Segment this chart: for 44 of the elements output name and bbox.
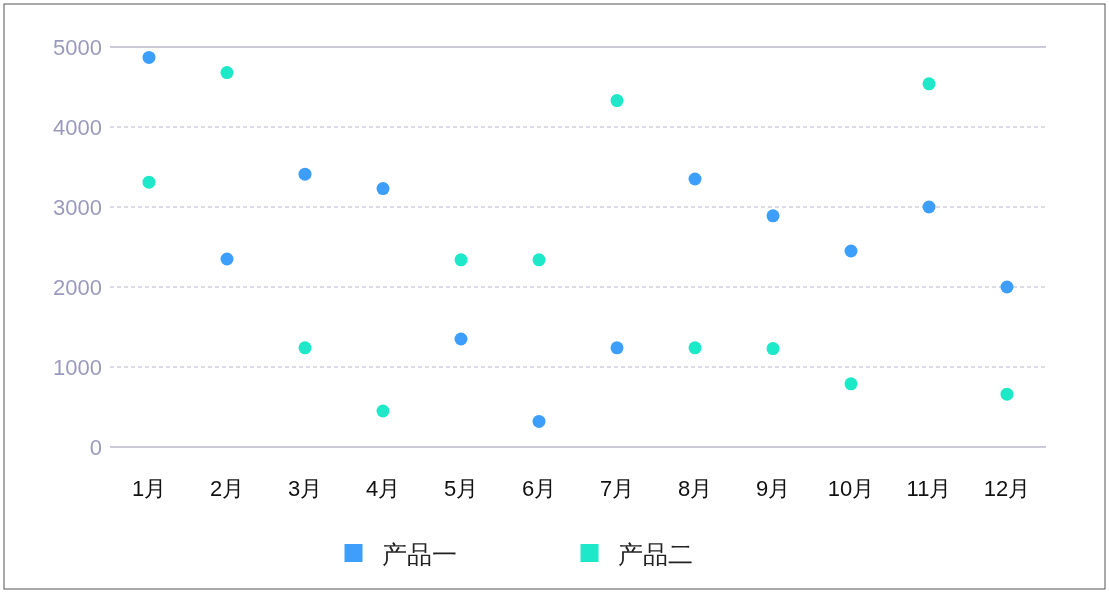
point [220, 252, 234, 266]
y-tick-label: 5000 [53, 34, 102, 60]
point [454, 332, 468, 346]
x-tick-label: 8月 [677, 475, 713, 501]
y-tick-label: 1000 [53, 354, 102, 380]
legend-label: 产品二 [617, 540, 693, 568]
point [1000, 280, 1014, 294]
y-tick-label: 2000 [53, 274, 102, 300]
point [766, 209, 780, 223]
point [610, 341, 624, 355]
y-tick-label: 4000 [53, 114, 102, 140]
x-tick-label: 10月 [827, 475, 875, 501]
x-tick-label: 9月 [755, 475, 791, 501]
point [376, 182, 390, 196]
legend-label: 产品一 [381, 540, 457, 568]
point [1000, 387, 1014, 401]
point [220, 66, 234, 80]
point [376, 404, 390, 418]
x-tick-label: 5月 [443, 475, 479, 501]
x-tick-label: 6月 [521, 475, 557, 501]
point [298, 341, 312, 355]
point [766, 342, 780, 356]
point [688, 341, 702, 355]
x-tick-label: 11月 [906, 475, 952, 501]
point [142, 175, 156, 189]
y-tick-label: 3000 [53, 194, 102, 220]
x-tick-label: 4月 [365, 475, 401, 501]
x-tick-label: 3月 [287, 475, 323, 501]
point [688, 172, 702, 186]
point [298, 167, 312, 181]
x-tick-label: 12月 [983, 475, 1031, 501]
point [142, 50, 156, 64]
point [922, 77, 936, 91]
point [844, 244, 858, 258]
x-tick-label: 7月 [599, 475, 635, 501]
point [922, 200, 936, 214]
x-tick-label: 2月 [209, 475, 245, 501]
point [454, 253, 468, 267]
point [532, 253, 546, 267]
point [844, 377, 858, 391]
point [610, 94, 624, 108]
x-tick-label: 1月 [131, 475, 167, 501]
y-tick-label: 0 [89, 434, 102, 460]
point [532, 414, 546, 428]
